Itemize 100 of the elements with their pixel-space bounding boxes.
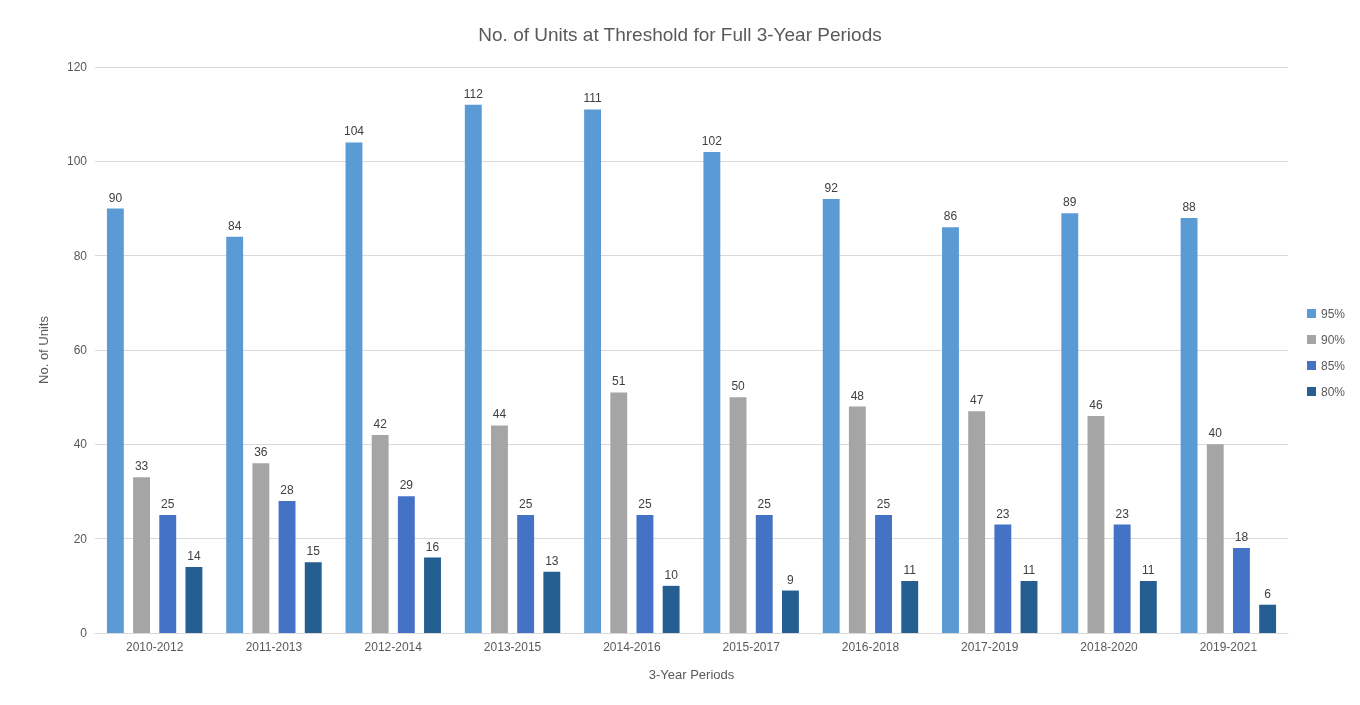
data-label: 42 <box>373 416 388 431</box>
x-tick-label: 2010-2012 <box>125 640 184 654</box>
data-label: 48 <box>850 388 865 403</box>
data-label: 25 <box>757 497 772 512</box>
data-label: 46 <box>1089 398 1103 413</box>
data-label: 10 <box>664 567 679 582</box>
bar <box>1087 416 1105 633</box>
data-label: 11 <box>903 563 917 578</box>
bar <box>848 406 866 633</box>
legend-label: 80% <box>1320 384 1346 399</box>
bar <box>1061 213 1079 633</box>
bar <box>755 515 773 633</box>
bar <box>397 496 415 633</box>
x-tick-label: 2017-2019 <box>961 640 1019 654</box>
bar <box>942 227 959 633</box>
bar <box>424 557 441 633</box>
bar <box>491 425 508 633</box>
data-label: 89 <box>1063 195 1077 210</box>
bar <box>371 434 389 633</box>
data-label: 11 <box>1142 563 1155 578</box>
data-label: 88 <box>1182 199 1197 214</box>
data-label: 11 <box>1022 563 1036 578</box>
bar <box>901 581 919 633</box>
bar <box>278 500 296 633</box>
data-label: 29 <box>399 478 414 493</box>
bar <box>781 590 799 633</box>
bar <box>968 411 986 633</box>
y-tick-label: 0 <box>80 626 88 640</box>
bar <box>584 109 602 633</box>
data-label: 86 <box>943 209 958 224</box>
y-tick-label: 80 <box>73 248 88 263</box>
bar <box>226 236 244 633</box>
data-label: 50 <box>731 379 746 394</box>
chart-title: No. of Units at Threshold for Full 3-Year Periods <box>478 24 882 45</box>
bar <box>464 104 482 633</box>
x-tick-label: 2016-2018 <box>841 640 900 654</box>
bar <box>1259 604 1277 633</box>
y-tick-label: 100 <box>66 154 88 169</box>
bar <box>543 571 561 633</box>
x-tick-label: 2014-2016 <box>603 640 661 654</box>
y-tick-label: 40 <box>73 437 88 452</box>
x-tick-label: 2013-2015 <box>483 640 542 654</box>
bar <box>662 585 680 633</box>
data-label: 6 <box>1264 586 1272 601</box>
legend-label: 95% <box>1320 306 1346 321</box>
legend-label: 90% <box>1320 332 1346 347</box>
data-label: 102 <box>701 133 723 148</box>
data-label: 51 <box>612 374 626 389</box>
bar <box>994 524 1012 633</box>
data-label: 92 <box>824 181 839 196</box>
y-axis-title: No. of Units <box>36 315 51 384</box>
data-label: 36 <box>254 445 268 460</box>
bar <box>252 463 270 633</box>
bar <box>133 477 150 633</box>
data-label: 23 <box>1115 506 1130 521</box>
x-tick-label: 2019-2021 <box>1199 640 1258 654</box>
bar <box>345 142 363 633</box>
bar <box>636 515 654 633</box>
data-label: 111 <box>583 91 603 106</box>
data-label: 47 <box>969 393 984 408</box>
data-label: 14 <box>187 548 201 563</box>
bar <box>822 199 840 633</box>
bar <box>159 515 177 633</box>
x-tick-label: 2015-2017 <box>722 640 781 654</box>
data-label: 44 <box>492 407 507 422</box>
data-label: 13 <box>545 553 559 568</box>
x-tick-label: 2018-2020 <box>1080 640 1139 654</box>
bar <box>1233 548 1250 633</box>
data-label: 33 <box>134 459 149 474</box>
bar <box>517 515 535 633</box>
data-label: 23 <box>996 506 1010 521</box>
bar <box>1180 217 1198 633</box>
data-label: 28 <box>280 482 295 497</box>
bar <box>106 208 124 633</box>
data-label: 15 <box>306 544 321 559</box>
data-label: 25 <box>161 497 175 512</box>
bar <box>304 562 322 633</box>
data-label: 25 <box>518 497 533 512</box>
x-tick-label: 2012-2014 <box>364 640 423 654</box>
y-tick-label: 60 <box>73 343 88 357</box>
data-label: 90 <box>108 190 123 205</box>
bar <box>1139 581 1157 633</box>
bar <box>875 515 892 633</box>
bar <box>185 566 203 633</box>
data-label: 104 <box>343 124 365 139</box>
bar <box>1113 524 1131 633</box>
bar <box>703 151 721 633</box>
data-label: 112 <box>463 86 484 101</box>
bar <box>1020 581 1038 633</box>
data-label: 9 <box>787 572 795 587</box>
y-tick-label: 120 <box>66 60 88 74</box>
x-axis-title: 3-Year Periods <box>648 667 735 682</box>
bar <box>610 392 628 633</box>
data-label: 84 <box>228 218 242 233</box>
data-label: 16 <box>425 539 440 554</box>
y-tick-label: 20 <box>73 531 88 546</box>
x-tick-label: 2011-2013 <box>245 640 303 654</box>
data-label: 18 <box>1234 530 1249 545</box>
data-label: 25 <box>876 497 891 512</box>
bar <box>729 397 747 633</box>
